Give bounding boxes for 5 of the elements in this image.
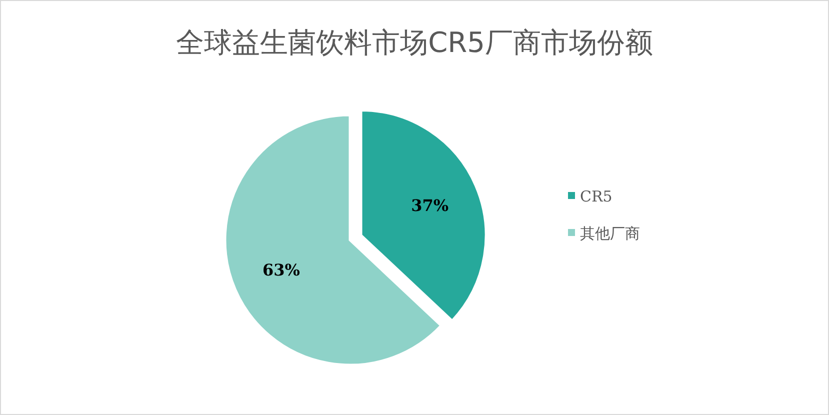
legend-label: CR5: [580, 187, 612, 206]
legend-label: 其他厂商: [580, 224, 640, 242]
chart-title: 全球益生菌饮料市场CR5厂商市场份额: [176, 26, 653, 59]
data-label: 63%: [262, 260, 300, 280]
data-label: 37%: [411, 196, 449, 216]
